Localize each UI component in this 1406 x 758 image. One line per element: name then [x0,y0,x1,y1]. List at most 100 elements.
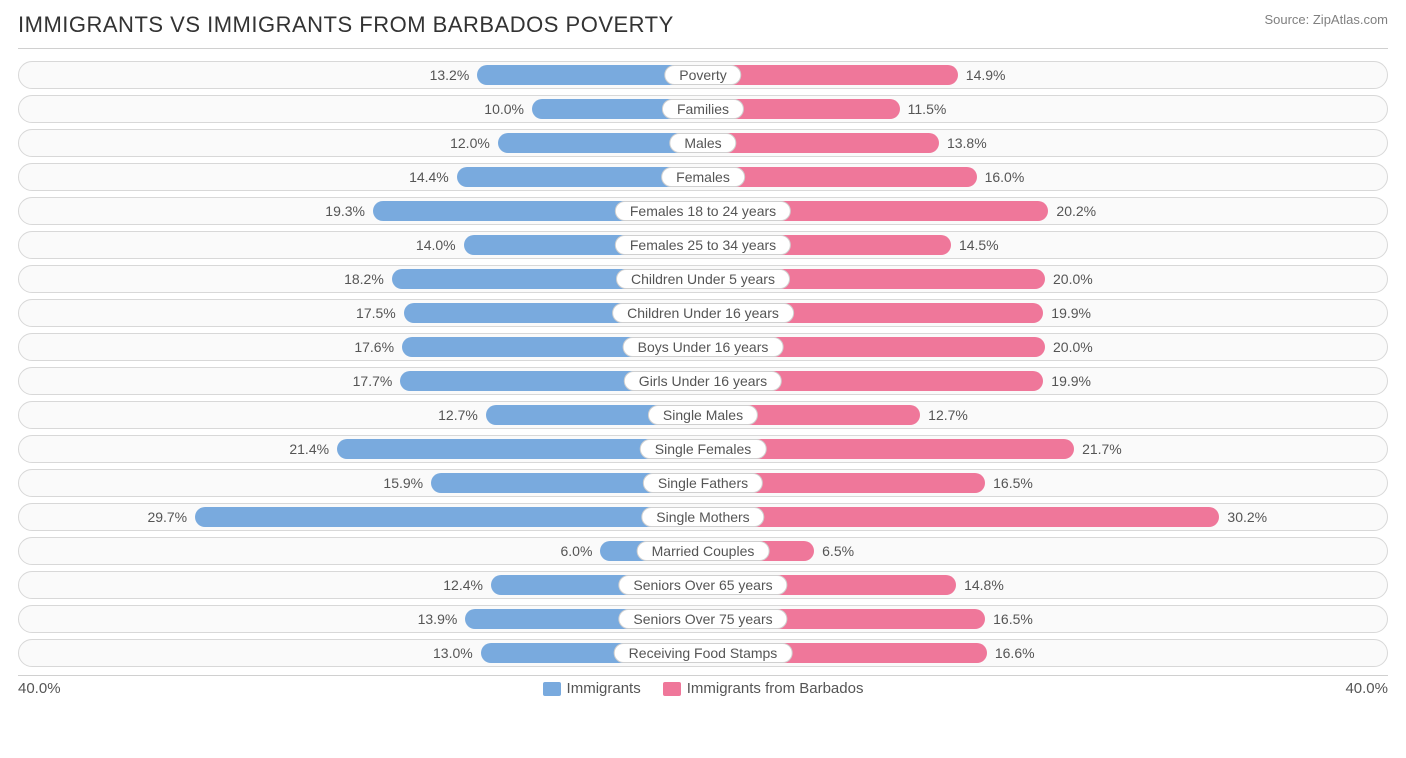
right-half: 19.9% [703,300,1387,326]
value-left: 15.9% [383,475,423,491]
value-left: 12.4% [443,577,483,593]
legend-item: Immigrants from Barbados [663,680,864,697]
category-label: Males [669,133,736,153]
category-label: Children Under 16 years [612,303,794,323]
value-left: 14.0% [416,237,456,253]
category-label: Married Couples [637,541,770,561]
right-half: 20.0% [703,266,1387,292]
bar-right [703,507,1219,527]
legend-label: Immigrants from Barbados [687,680,864,697]
right-half: 20.2% [703,198,1387,224]
left-half: 6.0% [19,538,703,564]
value-left: 14.4% [409,169,449,185]
right-half: 13.8% [703,130,1387,156]
left-half: 14.0% [19,232,703,258]
chart-header: IMMIGRANTS VS IMMIGRANTS FROM BARBADOS P… [18,12,1388,38]
left-half: 17.7% [19,368,703,394]
axis-max-left: 40.0% [18,680,61,697]
chart-row: 12.0% 13.8%Males [18,129,1388,157]
value-right: 12.7% [928,407,968,423]
chart-row: 15.9% 16.5% Single Fathers [18,469,1388,497]
category-label: Single Mothers [641,507,764,527]
chart-row: 17.7% 19.9% Girls Under 16 years [18,367,1388,395]
left-half: 13.2% [19,62,703,88]
value-left: 17.5% [356,305,396,321]
chart-row: 18.2%20.0%Children Under 5 years [18,265,1388,293]
value-right: 16.5% [993,475,1033,491]
legend-swatch [543,682,561,696]
left-half: 18.2% [19,266,703,292]
chart-row: 13.0% 16.6%Receiving Food Stamps [18,639,1388,667]
right-half: 16.5% [703,606,1387,632]
value-right: 19.9% [1051,373,1091,389]
right-half: 16.6% [703,640,1387,666]
value-right: 19.9% [1051,305,1091,321]
chart-row: 14.4% 16.0% Females [18,163,1388,191]
category-label: Females 18 to 24 years [615,201,791,221]
chart-row: 13.9%16.5%Seniors Over 75 years [18,605,1388,633]
value-left: 17.7% [353,373,393,389]
left-half: 19.3% [19,198,703,224]
chart-row: 19.3% 20.2% Females 18 to 24 years [18,197,1388,225]
right-half: 16.0% [703,164,1387,190]
legend-label: Immigrants [567,680,641,697]
right-half: 14.8% [703,572,1387,598]
value-right: 21.7% [1082,441,1122,457]
right-half: 19.9% [703,368,1387,394]
category-label: Seniors Over 75 years [618,609,787,629]
left-half: 17.5% [19,300,703,326]
right-half: 30.2% [703,504,1387,530]
left-half: 13.9% [19,606,703,632]
left-half: 12.4% [19,572,703,598]
value-right: 14.9% [966,67,1006,83]
value-left: 19.3% [325,203,365,219]
value-right: 20.0% [1053,271,1093,287]
chart-row: 29.7% 30.2% Single Mothers [18,503,1388,531]
left-half: 29.7% [19,504,703,530]
chart-row: 17.6%20.0%Boys Under 16 years [18,333,1388,361]
chart-footer: 40.0% Immigrants Immigrants from Barbados… [18,680,1388,697]
value-left: 29.7% [147,509,187,525]
right-half: 14.9% [703,62,1387,88]
category-label: Single Fathers [643,473,763,493]
diverging-bar-chart: 13.2%14.9%Poverty10.0%11.5%Families12.0%… [18,48,1388,676]
value-left: 13.0% [433,645,473,661]
category-label: Seniors Over 65 years [618,575,787,595]
value-right: 6.5% [822,543,854,559]
value-right: 14.8% [964,577,1004,593]
value-left: 6.0% [560,543,592,559]
chart-row: 12.7%12.7%Single Males [18,401,1388,429]
right-half: 6.5% [703,538,1387,564]
chart-row: 13.2%14.9%Poverty [18,61,1388,89]
category-label: Receiving Food Stamps [614,643,793,663]
left-half: 17.6% [19,334,703,360]
value-right: 11.5% [908,101,947,117]
chart-row: 21.4%21.7%Single Females [18,435,1388,463]
chart-source: Source: ZipAtlas.com [1264,12,1388,27]
right-half: 11.5% [703,96,1387,122]
category-label: Single Males [648,405,758,425]
left-half: 15.9% [19,470,703,496]
chart-row: 6.0% 6.5% Married Couples [18,537,1388,565]
category-label: Females [661,167,745,187]
value-left: 13.2% [430,67,470,83]
legend-swatch [663,682,681,696]
chart-row: 10.0% 11.5% Families [18,95,1388,123]
value-right: 30.2% [1227,509,1267,525]
chart-title: IMMIGRANTS VS IMMIGRANTS FROM BARBADOS P… [18,12,674,38]
value-right: 20.0% [1053,339,1093,355]
value-left: 17.6% [354,339,394,355]
value-right: 16.0% [985,169,1025,185]
value-right: 20.2% [1056,203,1096,219]
chart-row: 17.5% 19.9% Children Under 16 years [18,299,1388,327]
axis-max-right: 40.0% [1345,680,1388,697]
right-half: 21.7% [703,436,1387,462]
right-half: 14.5% [703,232,1387,258]
category-label: Families [662,99,744,119]
chart-row: 12.4% 14.8% Seniors Over 65 years [18,571,1388,599]
value-left: 21.4% [289,441,329,457]
left-half: 12.0% [19,130,703,156]
category-label: Girls Under 16 years [624,371,782,391]
value-left: 12.0% [450,135,490,151]
left-half: 10.0% [19,96,703,122]
